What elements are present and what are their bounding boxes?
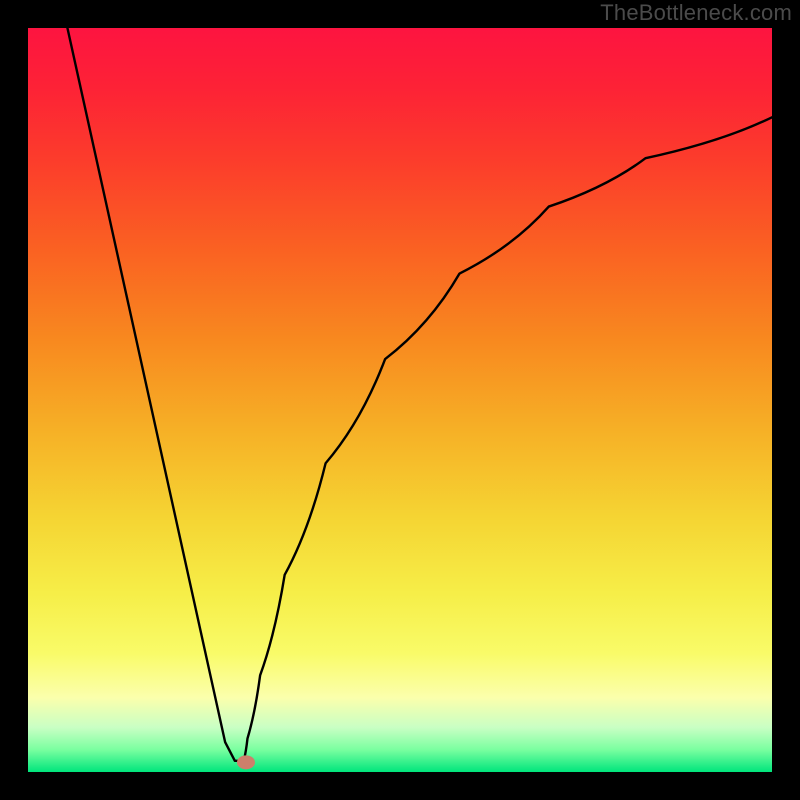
chart-root: TheBottleneck.com: [0, 0, 800, 800]
bottleneck-chart: [0, 0, 800, 800]
optimum-marker: [237, 755, 255, 769]
plot-area: [28, 28, 772, 772]
